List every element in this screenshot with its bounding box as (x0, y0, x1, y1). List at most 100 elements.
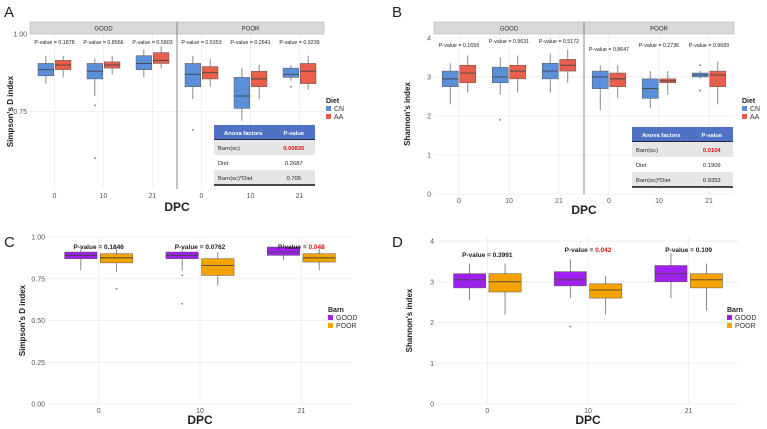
outlier-point (499, 118, 502, 121)
box-iqr (233, 77, 250, 109)
box-cn-0 (441, 63, 459, 105)
box-poor-10 (589, 275, 623, 315)
p-value-label: P-value = 0.042 (565, 247, 612, 254)
table-row-bg (214, 170, 315, 185)
box-iqr (553, 271, 587, 287)
box-good-0 (64, 248, 98, 271)
x-tick-label: 0 (97, 408, 101, 415)
table-row-bg (632, 172, 733, 187)
x-tick-label: 0 (457, 198, 461, 205)
p-value-prefix: P-value = (73, 244, 104, 251)
y-tick-label: 0.50 (31, 318, 45, 325)
outlier-point (699, 89, 702, 92)
y-tick-label: 2 (427, 113, 431, 120)
x-tick-label: 0 (485, 408, 489, 415)
box-aa-0 (55, 55, 72, 78)
box-poor-0 (100, 248, 133, 290)
box-aa-0 (609, 65, 627, 99)
box-iqr (488, 273, 522, 293)
panel-c: C 0.00 0.25 0.50 0.75 1.00 Simpson's D index DP… (4, 234, 357, 427)
box-cn-21 (691, 64, 709, 92)
facet-strip-label: GOOD (500, 27, 519, 33)
box-cn-10 (491, 57, 509, 121)
panel-letter: C (4, 234, 15, 251)
box-cn-21 (541, 53, 559, 93)
box-cn-0 (591, 65, 609, 111)
box-iqr (591, 70, 609, 89)
outlier-point (115, 287, 118, 290)
table-cell-pvalue: 0.2687 (285, 161, 303, 167)
box-iqr (690, 273, 723, 289)
y-tick-label: 1.00 (13, 32, 27, 39)
box-good-0 (453, 263, 486, 301)
x-axis-title: DPC (187, 413, 213, 427)
x-tick-label: 21 (555, 198, 563, 205)
box-iqr (589, 283, 623, 299)
outlier-point (569, 325, 572, 328)
anova-table: Anova factors P-value Barn(sc) 0.0104 Diet 0.… (632, 127, 733, 188)
table-header-factor: Anova factors (224, 131, 263, 137)
p-value-label: P-value = 0.1846 (73, 244, 124, 251)
y-tick-label: 3 (427, 74, 431, 81)
box-poor-21 (302, 248, 336, 271)
legend-swatch-poor (328, 323, 333, 328)
box-iqr (267, 246, 300, 256)
p-value-number: 0.0762 (205, 244, 225, 251)
box-iqr (201, 258, 235, 276)
legend-label-aa: AA (334, 114, 344, 121)
outlier-point (181, 302, 184, 305)
x-tick-label: 10 (247, 193, 255, 200)
p-value-prefix: P-value = (565, 247, 596, 254)
panel-b: B 0 1 2 3 4 Shannon's index DPC 0 10 21 GOOD P-value… (392, 4, 760, 217)
legend-swatch-good (328, 315, 333, 320)
y-axis-title: Simpson's D index (18, 284, 27, 356)
table-cell-pvalue: 0.9353 (703, 178, 721, 184)
box-cn-10 (641, 71, 659, 109)
box-aa-10 (104, 55, 121, 75)
y-tick-label: 2 (430, 320, 434, 327)
table-header-bg (632, 127, 733, 142)
p-value-prefix: P-value = (462, 252, 493, 259)
p-value-label: P-value = 0.9631 (489, 39, 529, 45)
p-value-number: 0.042 (595, 247, 612, 254)
table-row-bg (214, 155, 315, 170)
box-aa-0 (459, 55, 477, 93)
y-tick-label: 4 (427, 35, 431, 42)
y-axis-title: Shannon's index (403, 82, 412, 146)
box-aa-10 (509, 55, 527, 93)
legend-title: Diet (742, 98, 756, 105)
box-good-10 (553, 259, 587, 328)
y-axis-title: Shannon's index (405, 288, 414, 352)
box-poor-21 (690, 263, 723, 311)
table-cell-pvalue: 0.00835 (283, 146, 305, 152)
box-cn-10 (233, 68, 250, 121)
legend-label-good: GOOD (336, 315, 357, 322)
p-value-number: 0.3991 (493, 252, 513, 259)
x-tick-label: 0 (53, 193, 57, 200)
box-cn-21 (135, 49, 152, 78)
facet-strip-label: GOOD (94, 27, 113, 33)
facet-good: 0 10 21 GOOD P-value = 0.1878 P-value = 0.856… (29, 21, 178, 200)
p-value-label: P-value = 0.3991 (462, 252, 513, 259)
x-tick-label: 0 (607, 198, 611, 205)
table-cell-factor: Diet (218, 161, 229, 167)
legend-title: Barn (328, 307, 344, 314)
x-tick-label: 0 (200, 193, 204, 200)
facet-strip-label: POOR (242, 27, 260, 33)
p-value-label: P-value = 0.2641 (230, 40, 270, 46)
box-cn-0 (37, 55, 54, 84)
box-aa-21 (300, 55, 317, 90)
p-value-prefix: P-value = (278, 244, 309, 251)
legend-label-cn: CN (334, 106, 344, 113)
p-value-label: P-value = 0.1878 (34, 40, 74, 46)
y-tick-label: 1.00 (31, 235, 45, 242)
legend-swatch-cn (742, 106, 747, 111)
table-cell-factor: Barn(sc) (636, 148, 658, 154)
box-poor-10 (201, 252, 235, 286)
legend-swatch-poor (727, 323, 732, 328)
table-cell-pvalue: 0.0104 (703, 148, 722, 154)
